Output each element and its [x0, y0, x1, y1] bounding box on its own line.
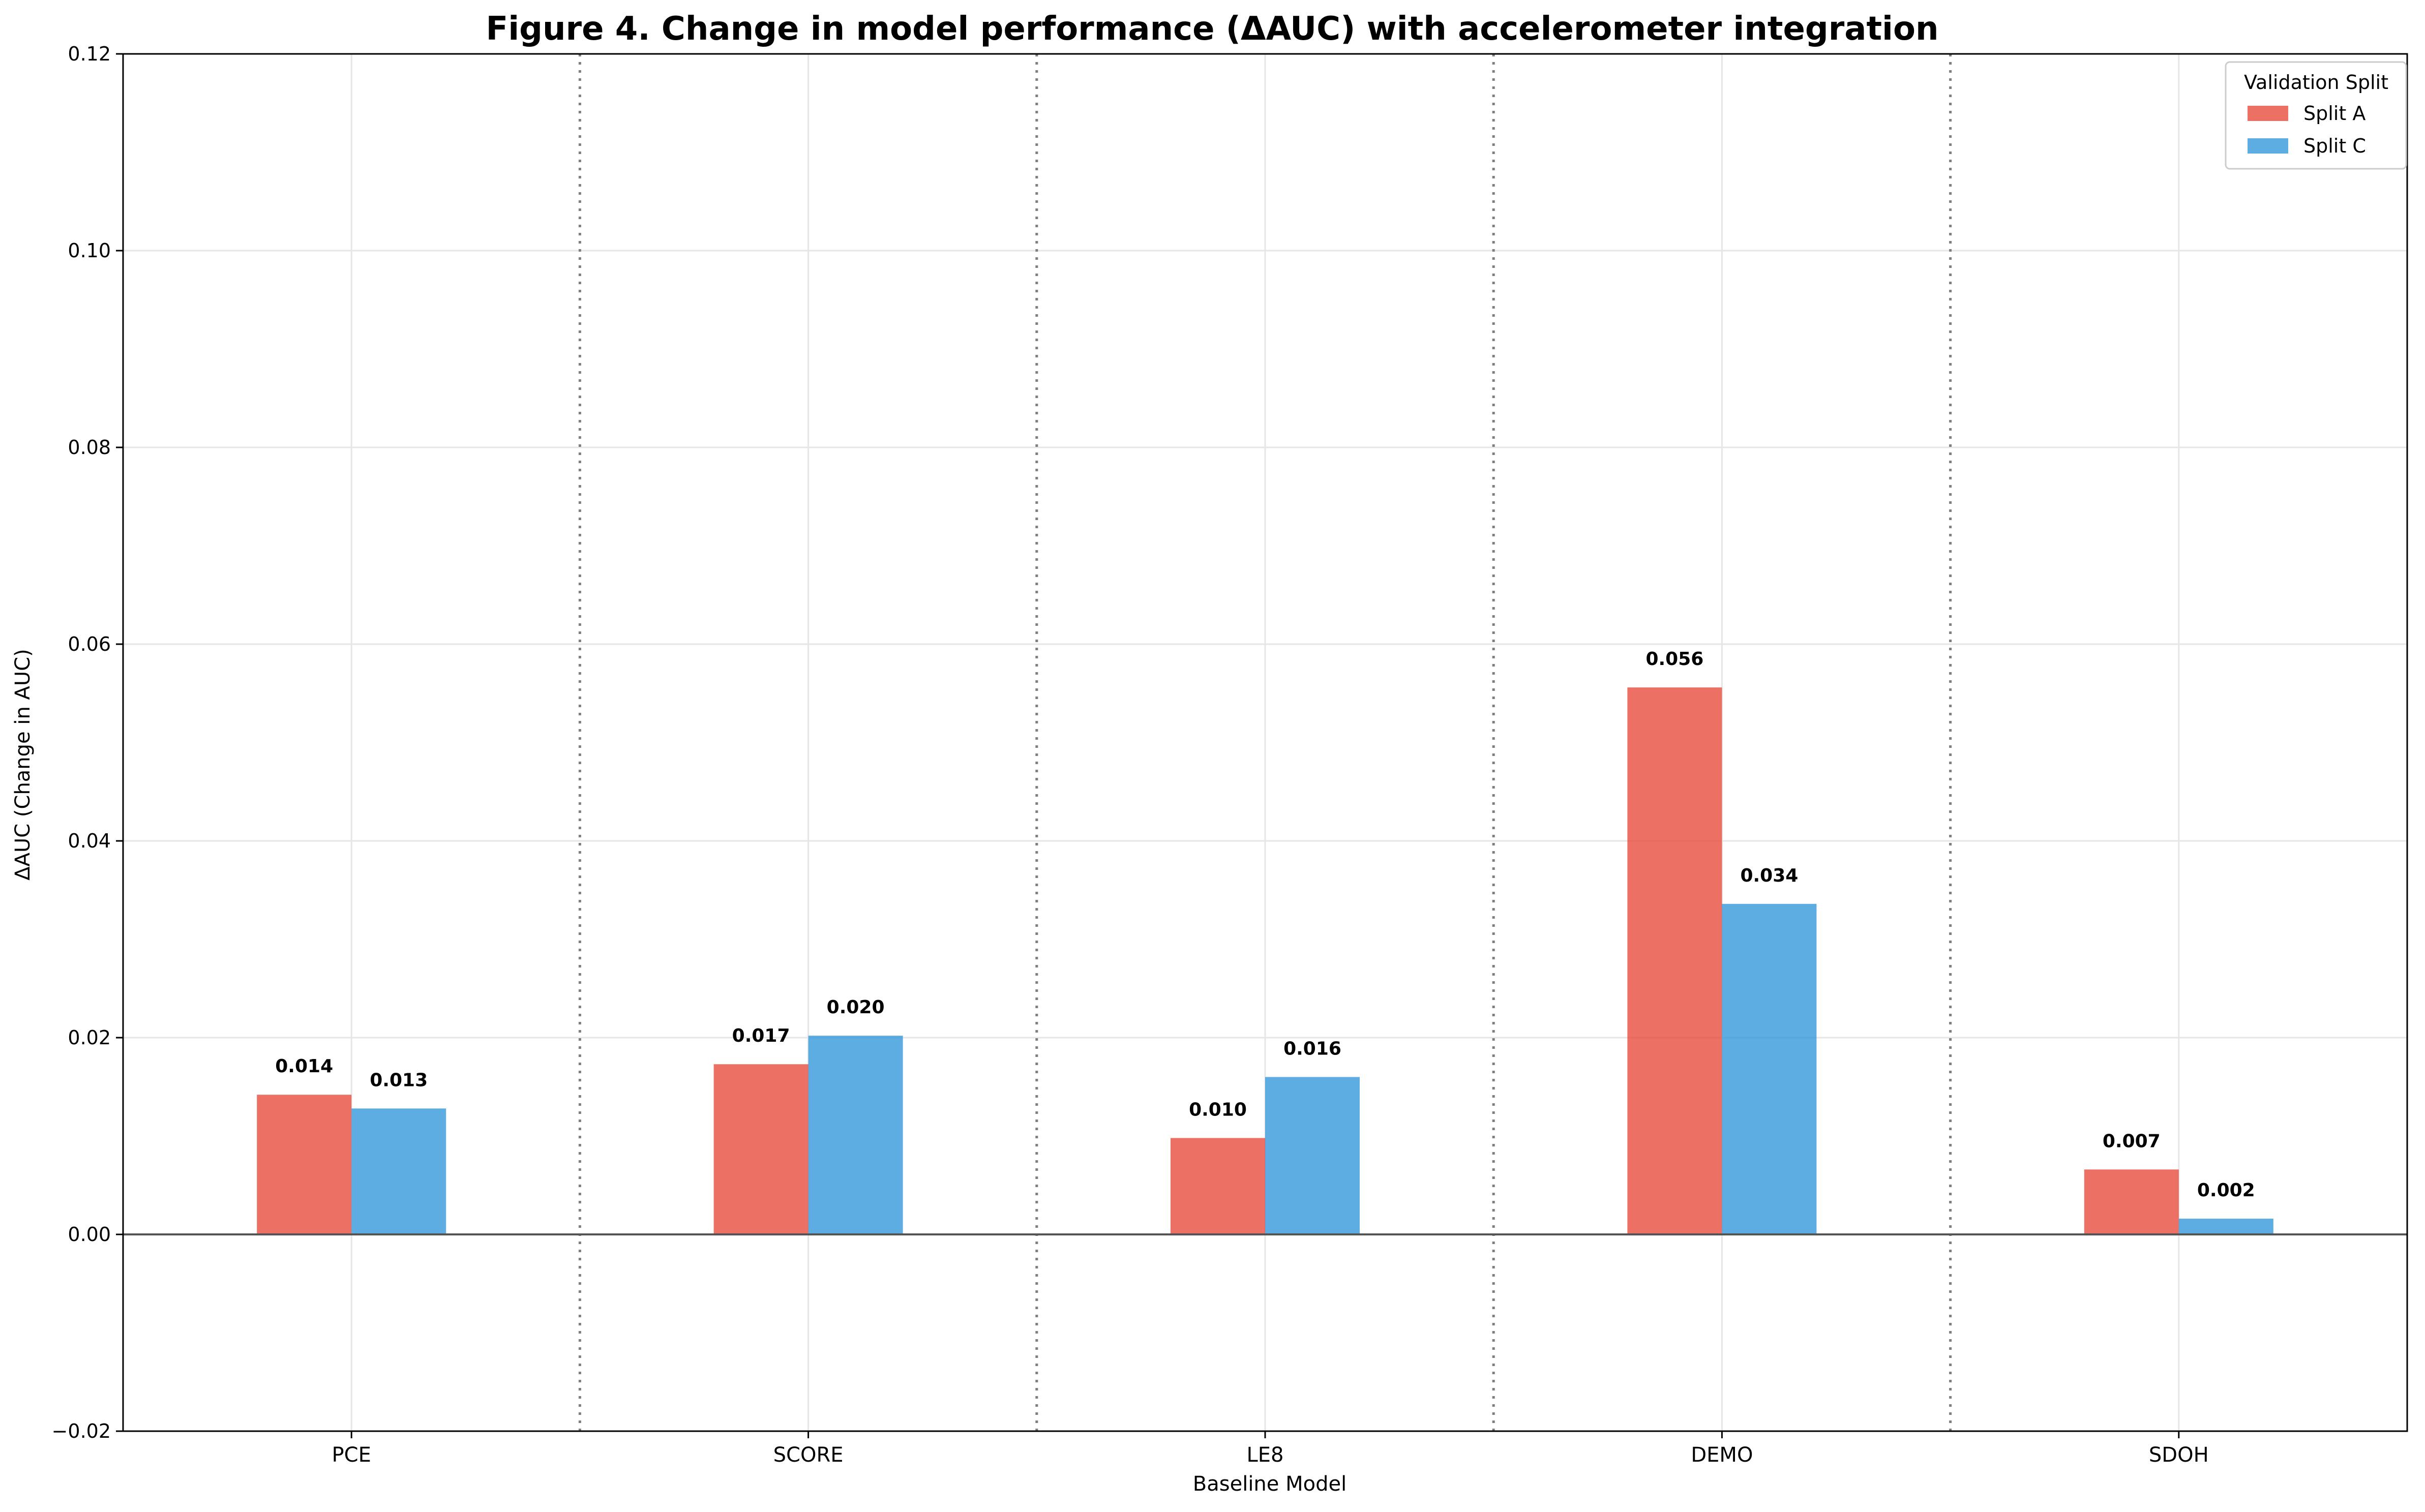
y-tick-label: 0.04 — [68, 830, 111, 852]
bar-split-a-score — [713, 1064, 809, 1234]
bar-split-c-pce — [351, 1108, 446, 1234]
value-label-split-a-demo: 0.056 — [1645, 649, 1703, 670]
x-tick-label-pce: PCE — [332, 1443, 371, 1467]
value-label-split-a-score: 0.017 — [732, 1025, 790, 1046]
value-label-split-c-pce: 0.013 — [370, 1070, 428, 1091]
legend-title: Validation Split — [2244, 71, 2388, 94]
y-tick-label: 0.12 — [68, 43, 111, 65]
value-label-split-a-le8: 0.010 — [1189, 1099, 1247, 1120]
y-tick-label: 0.10 — [68, 239, 111, 262]
y-axis-ticks: −0.02 0.00 0.02 0.04 0.06 0.08 0.10 0.12 — [52, 43, 123, 1442]
y-tick-label: 0.02 — [68, 1026, 111, 1049]
y-tick-label: 0.06 — [68, 633, 111, 655]
legend-swatch-split-c — [2248, 138, 2288, 154]
value-label-split-a-pce: 0.014 — [275, 1056, 333, 1077]
value-labels: 0.014 0.017 0.010 0.056 0.007 0.013 0.020 0.016… — [275, 649, 2255, 1201]
legend-label-split-a: Split A — [2303, 102, 2366, 125]
bar-split-c-demo — [1722, 903, 1817, 1234]
x-axis-label: Baseline Model — [1193, 1472, 1346, 1496]
legend: Validation Split Split A Split C — [2225, 61, 2407, 170]
bar-split-a-le8 — [1171, 1138, 1265, 1234]
group-separators — [578, 54, 1952, 1431]
y-axis-label: ΔAUC (Change in AUC) — [11, 649, 35, 880]
bar-split-a-sdoh — [2084, 1169, 2179, 1234]
bar-split-a-pce — [257, 1095, 352, 1234]
bar-split-c-le8 — [1265, 1077, 1360, 1234]
y-tick-label: −0.02 — [52, 1420, 111, 1442]
chart-title: Figure 4. Change in model performance (Δ… — [486, 10, 1939, 48]
value-label-split-c-sdoh: 0.002 — [2197, 1180, 2255, 1201]
x-tick-label-le8: LE8 — [1246, 1443, 1283, 1467]
bar-split-a-demo — [1627, 687, 1722, 1234]
bar-split-c-score — [808, 1036, 903, 1234]
y-tick-label: 0.08 — [68, 436, 111, 459]
x-tick-label-demo: DEMO — [1691, 1443, 1753, 1467]
legend-label-split-c: Split C — [2303, 135, 2366, 157]
x-tick-label-sdoh: SDOH — [2149, 1443, 2209, 1467]
value-label-split-c-le8: 0.016 — [1283, 1038, 1341, 1059]
y-tick-label: 0.00 — [68, 1223, 111, 1246]
legend-swatch-split-a — [2248, 106, 2288, 121]
x-tick-label-score: SCORE — [773, 1443, 844, 1467]
value-label-split-c-demo: 0.034 — [1740, 865, 1798, 886]
bar-split-c-sdoh — [2178, 1219, 2273, 1234]
value-label-split-a-sdoh: 0.007 — [2103, 1131, 2161, 1152]
x-axis-ticks: PCE SCORE LE8 DEMO SDOH — [332, 1431, 2209, 1467]
bars — [257, 687, 2273, 1234]
value-label-split-c-score: 0.020 — [827, 997, 885, 1018]
